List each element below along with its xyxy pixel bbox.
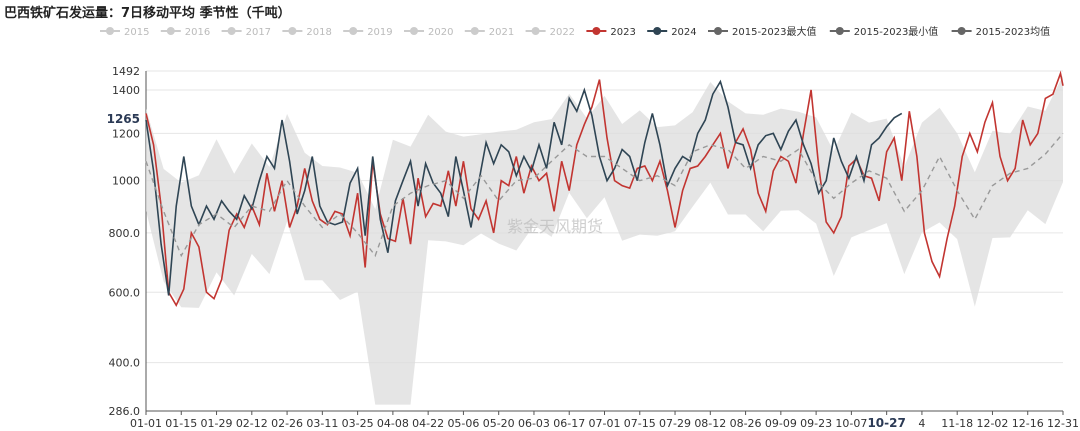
y-tick-label: 800.0 — [109, 227, 141, 240]
x-tick-label: 03-25 — [342, 417, 374, 430]
x-tick-label: 09-09 — [765, 417, 797, 430]
legend-item-label: 2018 — [306, 27, 331, 38]
x-tick-label: 12-31 — [1047, 417, 1079, 430]
legend-item-label: 2020 — [428, 27, 453, 38]
x-tick-label: 06-03 — [518, 417, 550, 430]
y-highlight-label: 1265 — [107, 112, 140, 126]
y-tick-label: 400.0 — [109, 357, 141, 370]
series-line-2024 — [145, 79, 903, 296]
legend-item-label: 2015-2023最大值 — [732, 25, 817, 38]
x-tick-label: 01-29 — [201, 417, 233, 430]
y-tick-label: 600.0 — [109, 286, 141, 299]
legend-item-label: 2023 — [610, 27, 635, 38]
range-band — [146, 75, 1063, 405]
legend-marker-dot — [288, 27, 297, 35]
legend-marker-dot — [835, 27, 844, 35]
y-tick-label: 286.0 — [109, 405, 141, 418]
x-tick-label: 08-12 — [694, 417, 726, 430]
x-tick-label: 11-18 — [941, 417, 973, 430]
y-tick-label: 1492 — [112, 65, 140, 78]
x-tick-label: 01-01 — [130, 417, 162, 430]
legend-marker-dot — [410, 27, 418, 35]
legend-marker-dot — [957, 27, 966, 35]
x-tick-label: 05-20 — [483, 417, 515, 430]
x-tick-label: 05-06 — [447, 417, 479, 430]
legend-marker-dot — [106, 27, 114, 35]
x-tick-label: 02-26 — [271, 417, 303, 430]
legend-marker-dot — [653, 27, 662, 35]
x-tick-label: 06-17 — [553, 417, 585, 430]
legend-marker-dot — [227, 27, 236, 35]
legend-item-label: 2024 — [671, 27, 696, 38]
x-tick-label: 12-02 — [976, 417, 1008, 430]
x-tick-label: 07-15 — [624, 417, 656, 430]
legend-item-label: 2015-2023均值 — [976, 25, 1051, 38]
x-tick-label: 04-08 — [377, 417, 409, 430]
chart-title: 巴西铁矿石发运量：7日移动平均 季节性（千吨） — [4, 6, 291, 21]
legend-item-label: 2021 — [489, 27, 514, 38]
x-tick-label: 01-15 — [165, 417, 197, 430]
legend-marker-dot — [349, 27, 358, 35]
x-tick-label: 12-16 — [1012, 417, 1044, 430]
legend-marker-dot — [714, 27, 722, 35]
x-tick-label: 02-12 — [236, 417, 268, 430]
x-tick-label: 07-29 — [659, 417, 691, 430]
x-highlight-label: 10-27 — [867, 416, 905, 430]
legend-item-label: 2017 — [246, 27, 271, 38]
legend-item-label: 2016 — [185, 27, 210, 38]
y-tick-label: 1400 — [112, 84, 140, 97]
x-tick-label: 04-22 — [412, 417, 444, 430]
x-tick-label: 10-07 — [835, 417, 867, 430]
x-tick-label: 09-23 — [800, 417, 832, 430]
y-tick-label: 1200 — [112, 127, 140, 140]
x-tick-label: 08-26 — [730, 417, 762, 430]
watermark: 紫金天风期货 — [507, 217, 603, 236]
series-line-2015-2023均值 — [145, 132, 1064, 258]
legend-marker-dot — [592, 27, 601, 35]
legend-item-label: 2015-2023最小值 — [854, 25, 939, 38]
x-tick-label: 03-11 — [306, 417, 338, 430]
legend-item-label: 2022 — [550, 27, 575, 38]
y-tick-label: 1000 — [112, 175, 140, 188]
legend-item-label: 2019 — [367, 27, 392, 38]
legend-marker-dot — [470, 27, 479, 35]
series-line-2023 — [145, 70, 1064, 307]
x-tick-label: 07-01 — [589, 417, 621, 430]
x-tick-label: 4 — [918, 417, 925, 430]
legend-marker-dot — [531, 27, 540, 35]
legend-item-label: 2015 — [124, 27, 149, 38]
legend-marker-dot — [166, 27, 175, 35]
